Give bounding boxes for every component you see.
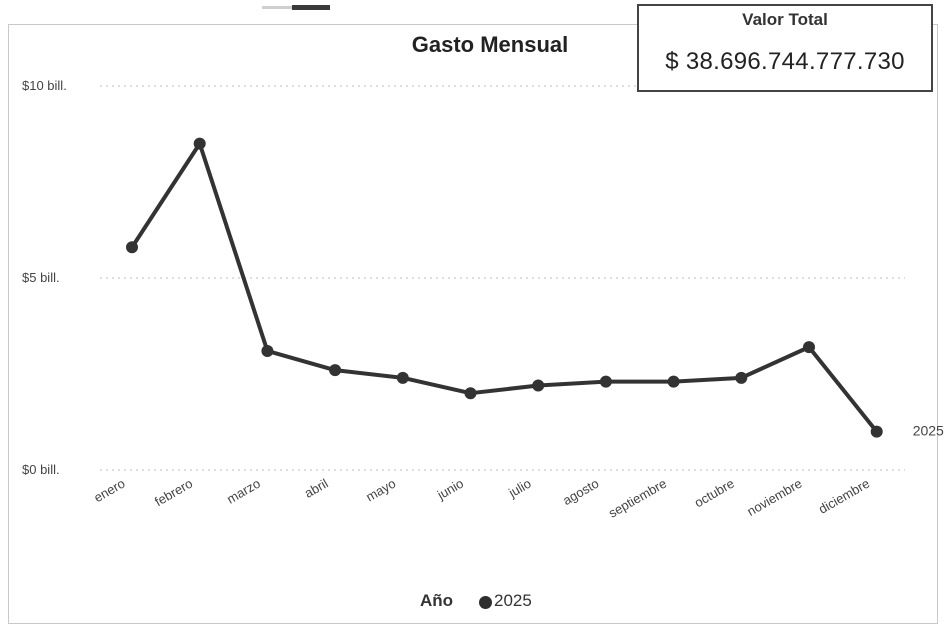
chart-title: Gasto Mensual [411, 32, 569, 57]
data-point [532, 379, 545, 392]
x-tick-label: agosto [560, 476, 601, 509]
x-tick-label: abril [302, 476, 331, 501]
legend-marker [479, 596, 492, 609]
y-tick-label: $5 bill. [22, 270, 60, 285]
x-tick-label: enero [91, 476, 127, 506]
y-tick-label: $10 bill. [22, 78, 67, 93]
kpi-value: $ 38.696.744.777.730 [665, 48, 905, 75]
x-tick-label: julio [505, 476, 533, 501]
data-point [667, 375, 680, 388]
data-point [870, 425, 883, 438]
x-tick-label: septiembre [606, 476, 669, 521]
visual-header-tab[interactable] [262, 5, 330, 11]
x-tick-label: febrero [152, 476, 195, 510]
data-point [464, 387, 477, 400]
tab-indicator-dark [292, 5, 330, 10]
series-end-label: 2025 [913, 423, 944, 439]
x-tick-label: mayo [363, 476, 398, 505]
x-tick-label: octubre [692, 476, 737, 511]
tab-indicator-light [262, 6, 292, 9]
x-tick-label: diciembre [816, 476, 872, 517]
data-point [599, 375, 612, 388]
data-point [261, 344, 274, 357]
x-tick-label: junio [434, 476, 466, 503]
x-tick-label: noviembre [744, 476, 804, 519]
data-point [803, 341, 815, 354]
x-tick-label: marzo [224, 476, 263, 507]
data-point [126, 241, 138, 254]
data-point [396, 371, 409, 384]
data-point [329, 364, 342, 377]
data-point [193, 137, 206, 150]
y-tick-label: $0 bill. [22, 462, 60, 477]
kpi-card-valor-total[interactable]: Valor Total $ 38.696.744.777.730 [637, 4, 933, 92]
kpi-label: Valor Total [742, 10, 828, 29]
series-line [130, 141, 879, 434]
legend[interactable]: Año 2025 [380, 588, 580, 614]
data-point [735, 371, 748, 384]
line-chart-visual[interactable] [8, 24, 938, 624]
legend-title: Año [420, 591, 454, 610]
legend-series-label: 2025 [494, 591, 532, 610]
